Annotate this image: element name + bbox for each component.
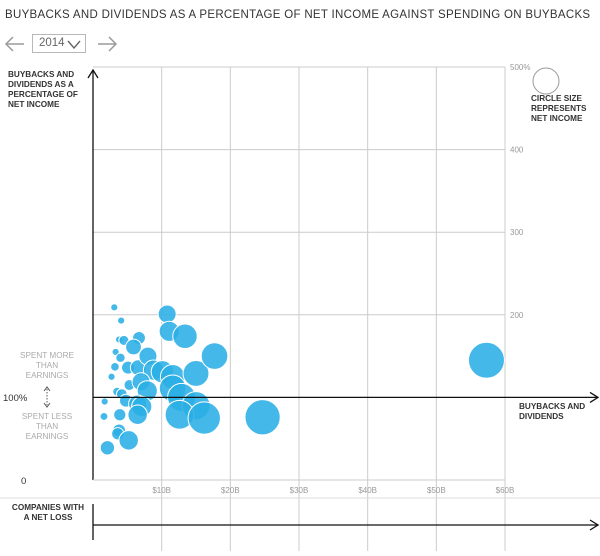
data-point [244, 399, 281, 436]
data-point [127, 404, 148, 425]
below-baseline-label: EARNINGS [26, 432, 69, 441]
below-baseline-label: THAN [36, 422, 58, 431]
year-select-value: 2014 [39, 37, 65, 49]
bubbles [99, 303, 505, 456]
y-axis-label: NET INCOME [8, 100, 60, 109]
x-axis-arrow-icon [589, 391, 600, 403]
y-tick-label: 300 [510, 228, 524, 237]
data-point [113, 408, 127, 422]
data-point [467, 341, 505, 379]
y-tick-label: 200 [510, 311, 524, 320]
x-tick-label: $30B [290, 486, 309, 495]
x-tick-label: $50B [427, 486, 446, 495]
x-tick-label: $40B [358, 486, 377, 495]
x-tick-label: $20B [221, 486, 240, 495]
next-year-arrow-icon[interactable] [96, 34, 118, 54]
up-arrow-icon [43, 386, 51, 392]
x-axis-label: DIVIDENDS [519, 412, 564, 421]
data-point [107, 372, 116, 381]
baseline-label: 100% [3, 393, 28, 404]
data-point [117, 316, 126, 325]
x-axis-label: BUYBACKS AND [519, 402, 585, 411]
data-point [125, 338, 142, 356]
data-point [99, 411, 109, 421]
above-baseline-label: SPENT MORE [20, 351, 75, 360]
net-loss-label: A NET LOSS [24, 513, 73, 522]
y-tick-label: 500% [510, 63, 530, 72]
data-point [100, 397, 109, 406]
data-point [187, 401, 221, 435]
legend-label: REPRESENTS [531, 104, 587, 113]
above-baseline-label: EARNINGS [26, 371, 69, 380]
net-loss-arrow-icon [589, 519, 600, 531]
data-point [157, 304, 177, 324]
data-point [118, 430, 139, 451]
legend-label: CIRCLE SIZE [531, 94, 582, 103]
y-axis-label: PERCENTAGE OF [8, 90, 78, 99]
y-tick-label: 400 [510, 146, 524, 155]
data-point [182, 359, 210, 387]
x-tick-label: $10B [152, 486, 171, 495]
data-point [115, 352, 126, 363]
y-axis-label: DIVIDENDS AS A [8, 80, 74, 89]
data-point [200, 342, 229, 370]
legend-circle-icon [532, 67, 560, 95]
zero-label: 0 [21, 476, 26, 487]
above-baseline-label: THAN [36, 361, 58, 370]
year-select[interactable]: 2014 [32, 34, 86, 53]
data-point [110, 362, 120, 372]
y-axis-label: BUYBACKS AND [8, 70, 74, 79]
below-baseline-label: SPENT LESS [22, 412, 73, 421]
y-axis-arrow-icon [87, 68, 99, 79]
legend-label: NET INCOME [531, 114, 583, 123]
down-arrow-icon [43, 402, 51, 408]
net-loss-label: COMPANIES WITH [12, 503, 84, 512]
chevron-down-icon [67, 40, 81, 49]
data-point [99, 440, 116, 456]
x-tick-label: $60B [496, 486, 515, 495]
data-point [172, 323, 198, 350]
data-point [110, 303, 119, 312]
previous-year-arrow-icon[interactable] [4, 34, 26, 54]
chart-title: BUYBACKS AND DIVIDENDS AS A PERCENTAGE O… [5, 9, 591, 21]
